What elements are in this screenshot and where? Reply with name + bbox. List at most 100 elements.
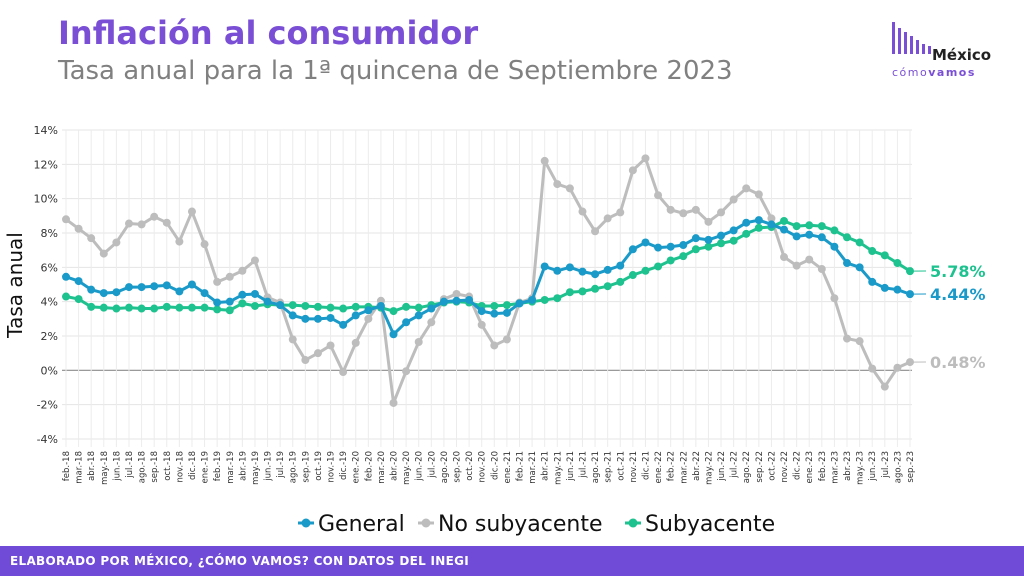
x-tick-label: jul.-20	[427, 451, 437, 479]
data-point-subyacente	[225, 306, 234, 315]
data-point-no-subyacente	[754, 190, 763, 199]
x-tick-label: sep.-21	[604, 451, 614, 483]
x-tick-label: feb.-21	[515, 451, 525, 481]
data-point-no-subyacente	[364, 314, 373, 323]
data-point-no-subyacente	[490, 341, 499, 350]
data-point-subyacente	[137, 304, 146, 313]
data-point-subyacente	[313, 302, 322, 311]
data-point-subyacente	[754, 223, 763, 232]
data-point-subyacente	[351, 302, 360, 311]
data-point-subyacente	[805, 221, 814, 230]
data-point-general	[250, 289, 259, 298]
data-point-general	[868, 277, 877, 286]
x-tick-label: mar.-23	[830, 451, 840, 484]
x-tick-label: jul.-22	[730, 451, 740, 479]
data-point-subyacente	[124, 303, 133, 312]
data-point-general	[427, 304, 436, 313]
y-tick-label: -2%	[37, 399, 58, 412]
x-tick-label: dic.-20	[490, 451, 500, 480]
series-no-subyacente	[62, 154, 914, 407]
data-point-subyacente	[868, 247, 877, 256]
data-point-no-subyacente	[250, 256, 259, 265]
data-point-general	[767, 220, 776, 229]
data-point-subyacente	[591, 284, 600, 293]
data-point-general	[742, 218, 751, 227]
end-label-general: 4.44%	[930, 285, 986, 304]
x-tick-label: feb.-20	[364, 451, 374, 481]
data-point-general	[99, 289, 108, 298]
data-point-subyacente	[565, 288, 574, 297]
data-point-general	[515, 299, 524, 308]
data-point-general	[528, 295, 537, 304]
series-general	[62, 216, 914, 339]
data-point-subyacente	[830, 226, 839, 235]
data-point-subyacente	[641, 266, 650, 275]
data-point-subyacente	[729, 236, 738, 245]
data-point-subyacente	[288, 301, 297, 310]
data-point-subyacente	[704, 242, 713, 251]
x-tick-label: ago.-20	[440, 451, 450, 483]
legend-label: Subyacente	[645, 512, 775, 537]
data-point-no-subyacente	[717, 208, 726, 217]
data-point-general	[830, 242, 839, 251]
x-tick-label: ago.-18	[138, 451, 148, 483]
data-point-no-subyacente	[301, 356, 310, 365]
data-point-no-subyacente	[553, 180, 562, 189]
x-tick-label: feb.-18	[62, 451, 72, 481]
data-point-general	[641, 238, 650, 247]
legend-label: No subyacente	[438, 512, 603, 537]
x-tick-label: jul.-19	[276, 451, 286, 479]
data-point-no-subyacente	[578, 207, 587, 216]
data-point-no-subyacente	[225, 272, 234, 281]
data-point-subyacente	[540, 295, 549, 304]
data-point-general	[465, 295, 474, 304]
data-point-subyacente	[175, 303, 184, 312]
x-tick-label: ene.-20	[352, 451, 362, 483]
x-tick-label: sep.-19	[301, 451, 311, 483]
data-point-no-subyacente	[238, 266, 247, 275]
x-tick-label: abr.-20	[390, 451, 400, 481]
data-point-no-subyacente	[591, 227, 600, 236]
data-point-subyacente	[162, 302, 171, 311]
data-point-general	[137, 283, 146, 292]
data-point-no-subyacente	[477, 320, 486, 329]
data-point-general	[691, 234, 700, 243]
data-point-general	[175, 287, 184, 296]
x-tick-label: nov.-20	[478, 451, 488, 483]
x-tick-label: mar.-19	[226, 451, 236, 484]
data-point-subyacente	[87, 302, 96, 311]
data-point-no-subyacente	[830, 294, 839, 303]
data-point-subyacente	[99, 303, 108, 312]
x-tick-label: nov.-21	[629, 451, 639, 483]
data-point-general	[389, 330, 398, 339]
data-point-general	[729, 226, 738, 235]
data-point-subyacente	[553, 294, 562, 303]
data-point-general	[238, 290, 247, 299]
x-tick-label: oct.-18	[163, 451, 173, 481]
data-point-general	[477, 307, 486, 316]
data-point-general	[213, 298, 222, 307]
legend-item-subyacente: Subyacente	[625, 512, 775, 537]
data-point-no-subyacente	[641, 154, 650, 163]
data-point-no-subyacente	[414, 338, 423, 347]
data-point-subyacente	[250, 301, 259, 310]
data-point-general	[855, 263, 864, 272]
legend-swatch-marker	[301, 518, 311, 528]
x-tick-label: mar.-18	[75, 451, 85, 484]
x-tick-label: may.-22	[704, 451, 714, 485]
x-tick-label: ago.-23	[893, 451, 903, 483]
footer-text: ELABORADO POR MÉXICO, ¿CÓMO VAMOS? CON D…	[10, 554, 470, 568]
x-tick-label: mar.-20	[377, 451, 387, 484]
data-point-no-subyacente	[62, 215, 70, 224]
data-point-general	[679, 241, 688, 250]
data-point-subyacente	[150, 304, 159, 313]
data-point-general	[616, 261, 625, 270]
data-point-general	[591, 270, 600, 279]
data-point-no-subyacente	[704, 217, 713, 226]
data-point-no-subyacente	[150, 212, 159, 221]
data-point-subyacente	[792, 222, 801, 231]
x-tick-label: dic.-22	[793, 451, 803, 480]
data-point-general	[754, 216, 763, 225]
x-tick-label: abr.-19	[238, 451, 248, 481]
data-point-general	[540, 262, 549, 271]
